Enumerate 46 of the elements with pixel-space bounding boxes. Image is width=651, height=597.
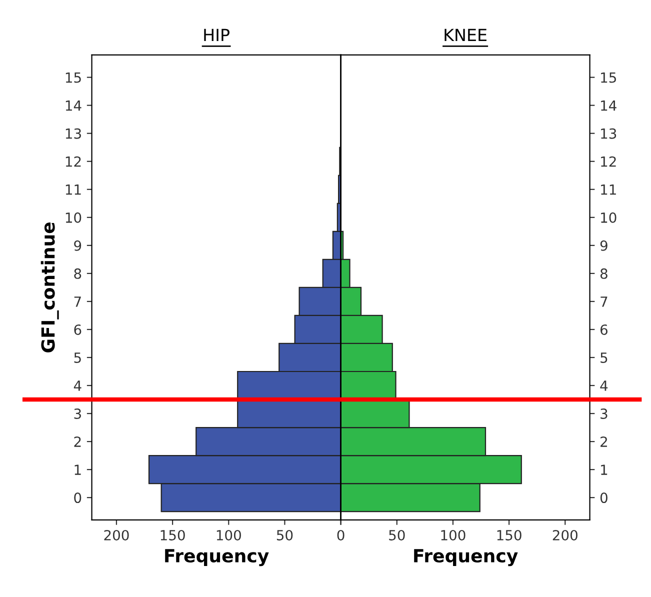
y-tick-label: 13	[601, 128, 616, 139]
y-tick-label: 5	[74, 352, 81, 363]
y-tick-label: 15	[601, 72, 616, 83]
y-tick-label: 12	[66, 156, 81, 167]
y-tick-label: 15	[66, 72, 81, 83]
x-tick-label: 50	[276, 530, 293, 540]
y-tick-label: 7	[600, 296, 608, 307]
y-tick-label: 0	[600, 492, 608, 504]
y-tick-label: 13	[66, 128, 81, 139]
y-tick-label: 3	[74, 408, 81, 419]
x-tick-label: 100	[441, 530, 466, 540]
y-tick-label: 5	[600, 352, 608, 363]
y-tick-label: 1	[74, 464, 81, 475]
y-tick-label: 3	[600, 408, 608, 419]
x-tick-label: 200	[104, 530, 129, 540]
x-axis-title: Frequency	[414, 549, 518, 566]
x-tick-label: 0	[337, 530, 344, 540]
chart-title: HIP	[204, 28, 230, 42]
y-tick-label: 4	[74, 380, 82, 391]
y-tick-label: 10	[601, 212, 616, 223]
y-tick-label: 7	[74, 296, 81, 307]
x-tick-label: 200	[552, 530, 578, 540]
y-tick-label: 4	[600, 380, 608, 391]
x-axis-title: Frequency	[165, 549, 269, 566]
y-tick-label: 9	[600, 240, 608, 251]
y-tick-label: 8	[600, 268, 608, 279]
x-tick-label: 150	[160, 530, 185, 540]
y-tick-label: 14	[66, 100, 82, 111]
x-tick-label: 50	[389, 530, 405, 540]
y-tick-label: 11	[601, 184, 616, 195]
x-tick-label: 100	[216, 530, 241, 540]
y-axis-title: GFI_continue	[40, 222, 59, 352]
x-tick-label: 150	[497, 530, 522, 540]
y-tick-label: 6	[600, 324, 608, 335]
y-tick-label: 2	[74, 436, 81, 447]
y-tick-label: 6	[74, 324, 82, 335]
y-tick-label: 9	[74, 240, 82, 251]
y-tick-label: 11	[66, 184, 81, 195]
y-tick-label: 14	[601, 100, 616, 111]
y-tick-label: 12	[601, 156, 616, 167]
y-tick-label: 8	[74, 268, 82, 279]
y-tick-label: 1	[601, 464, 608, 475]
chart-title: KNEE	[444, 28, 486, 42]
y-tick-label: 0	[74, 492, 82, 504]
y-tick-label: 10	[66, 212, 82, 223]
y-tick-label: 2	[600, 436, 607, 447]
